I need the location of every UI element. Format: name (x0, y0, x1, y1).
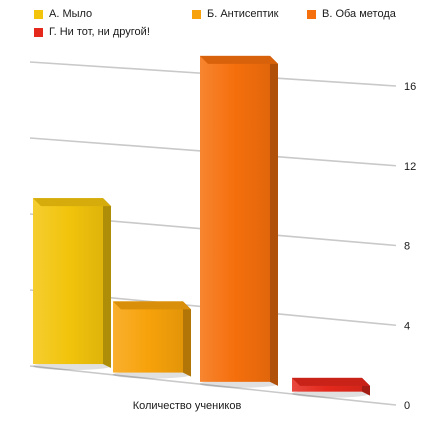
bar-side-soap (103, 198, 111, 369)
legend-item-soap: А. Мыло (34, 8, 92, 20)
y-tick-label-0: 0 (404, 400, 410, 412)
bar-top-antiseptic (113, 301, 191, 310)
gridline-0 (29, 365, 397, 406)
bar-neither (292, 377, 370, 398)
y-tick-label-16: 16 (404, 81, 416, 93)
legend-item-antiseptic: Б. Антисептик (192, 8, 279, 20)
legend-swatch-antiseptic (192, 9, 201, 19)
legend-label-both: В. Оба метода (322, 8, 396, 20)
bar-front-both (200, 55, 270, 382)
bar-top-both (200, 55, 278, 64)
bars (33, 55, 370, 398)
bar-top-neither (292, 377, 370, 386)
bar-antiseptic (113, 301, 191, 379)
legend-label-soap: А. Мыло (49, 8, 93, 20)
x-axis-label: Количество учеников (133, 400, 242, 412)
y-tick-label-8: 8 (404, 241, 410, 253)
legend-swatch-both (307, 9, 316, 19)
y-tick-label-12: 12 (404, 161, 416, 173)
y-tick-label-4: 4 (404, 320, 410, 332)
legend-item-neither: Г. Ни тот, ни другой! (34, 26, 150, 38)
bar-both (200, 55, 278, 388)
bar-shadow-both (200, 379, 278, 388)
bar-side-both (270, 55, 278, 386)
bar-front-soap (33, 198, 103, 365)
legend-item-both: В. Оба метода (307, 8, 396, 20)
legend: А. Мыло Б. Антисептик В. Оба метода Г. Н… (34, 8, 434, 44)
bar-top-soap (33, 198, 111, 207)
legend-label-antiseptic: Б. Антисептик (207, 8, 279, 20)
bar-soap (33, 198, 111, 371)
legend-label-neither: Г. Ни тот, ни другой! (49, 26, 150, 38)
bar-front-antiseptic (113, 301, 183, 373)
legend-swatch-neither (34, 27, 43, 37)
legend-swatch-soap (34, 9, 43, 19)
y-axis-ticks: 0 4 8 12 16 (404, 81, 416, 412)
bar-side-antiseptic (183, 301, 191, 377)
